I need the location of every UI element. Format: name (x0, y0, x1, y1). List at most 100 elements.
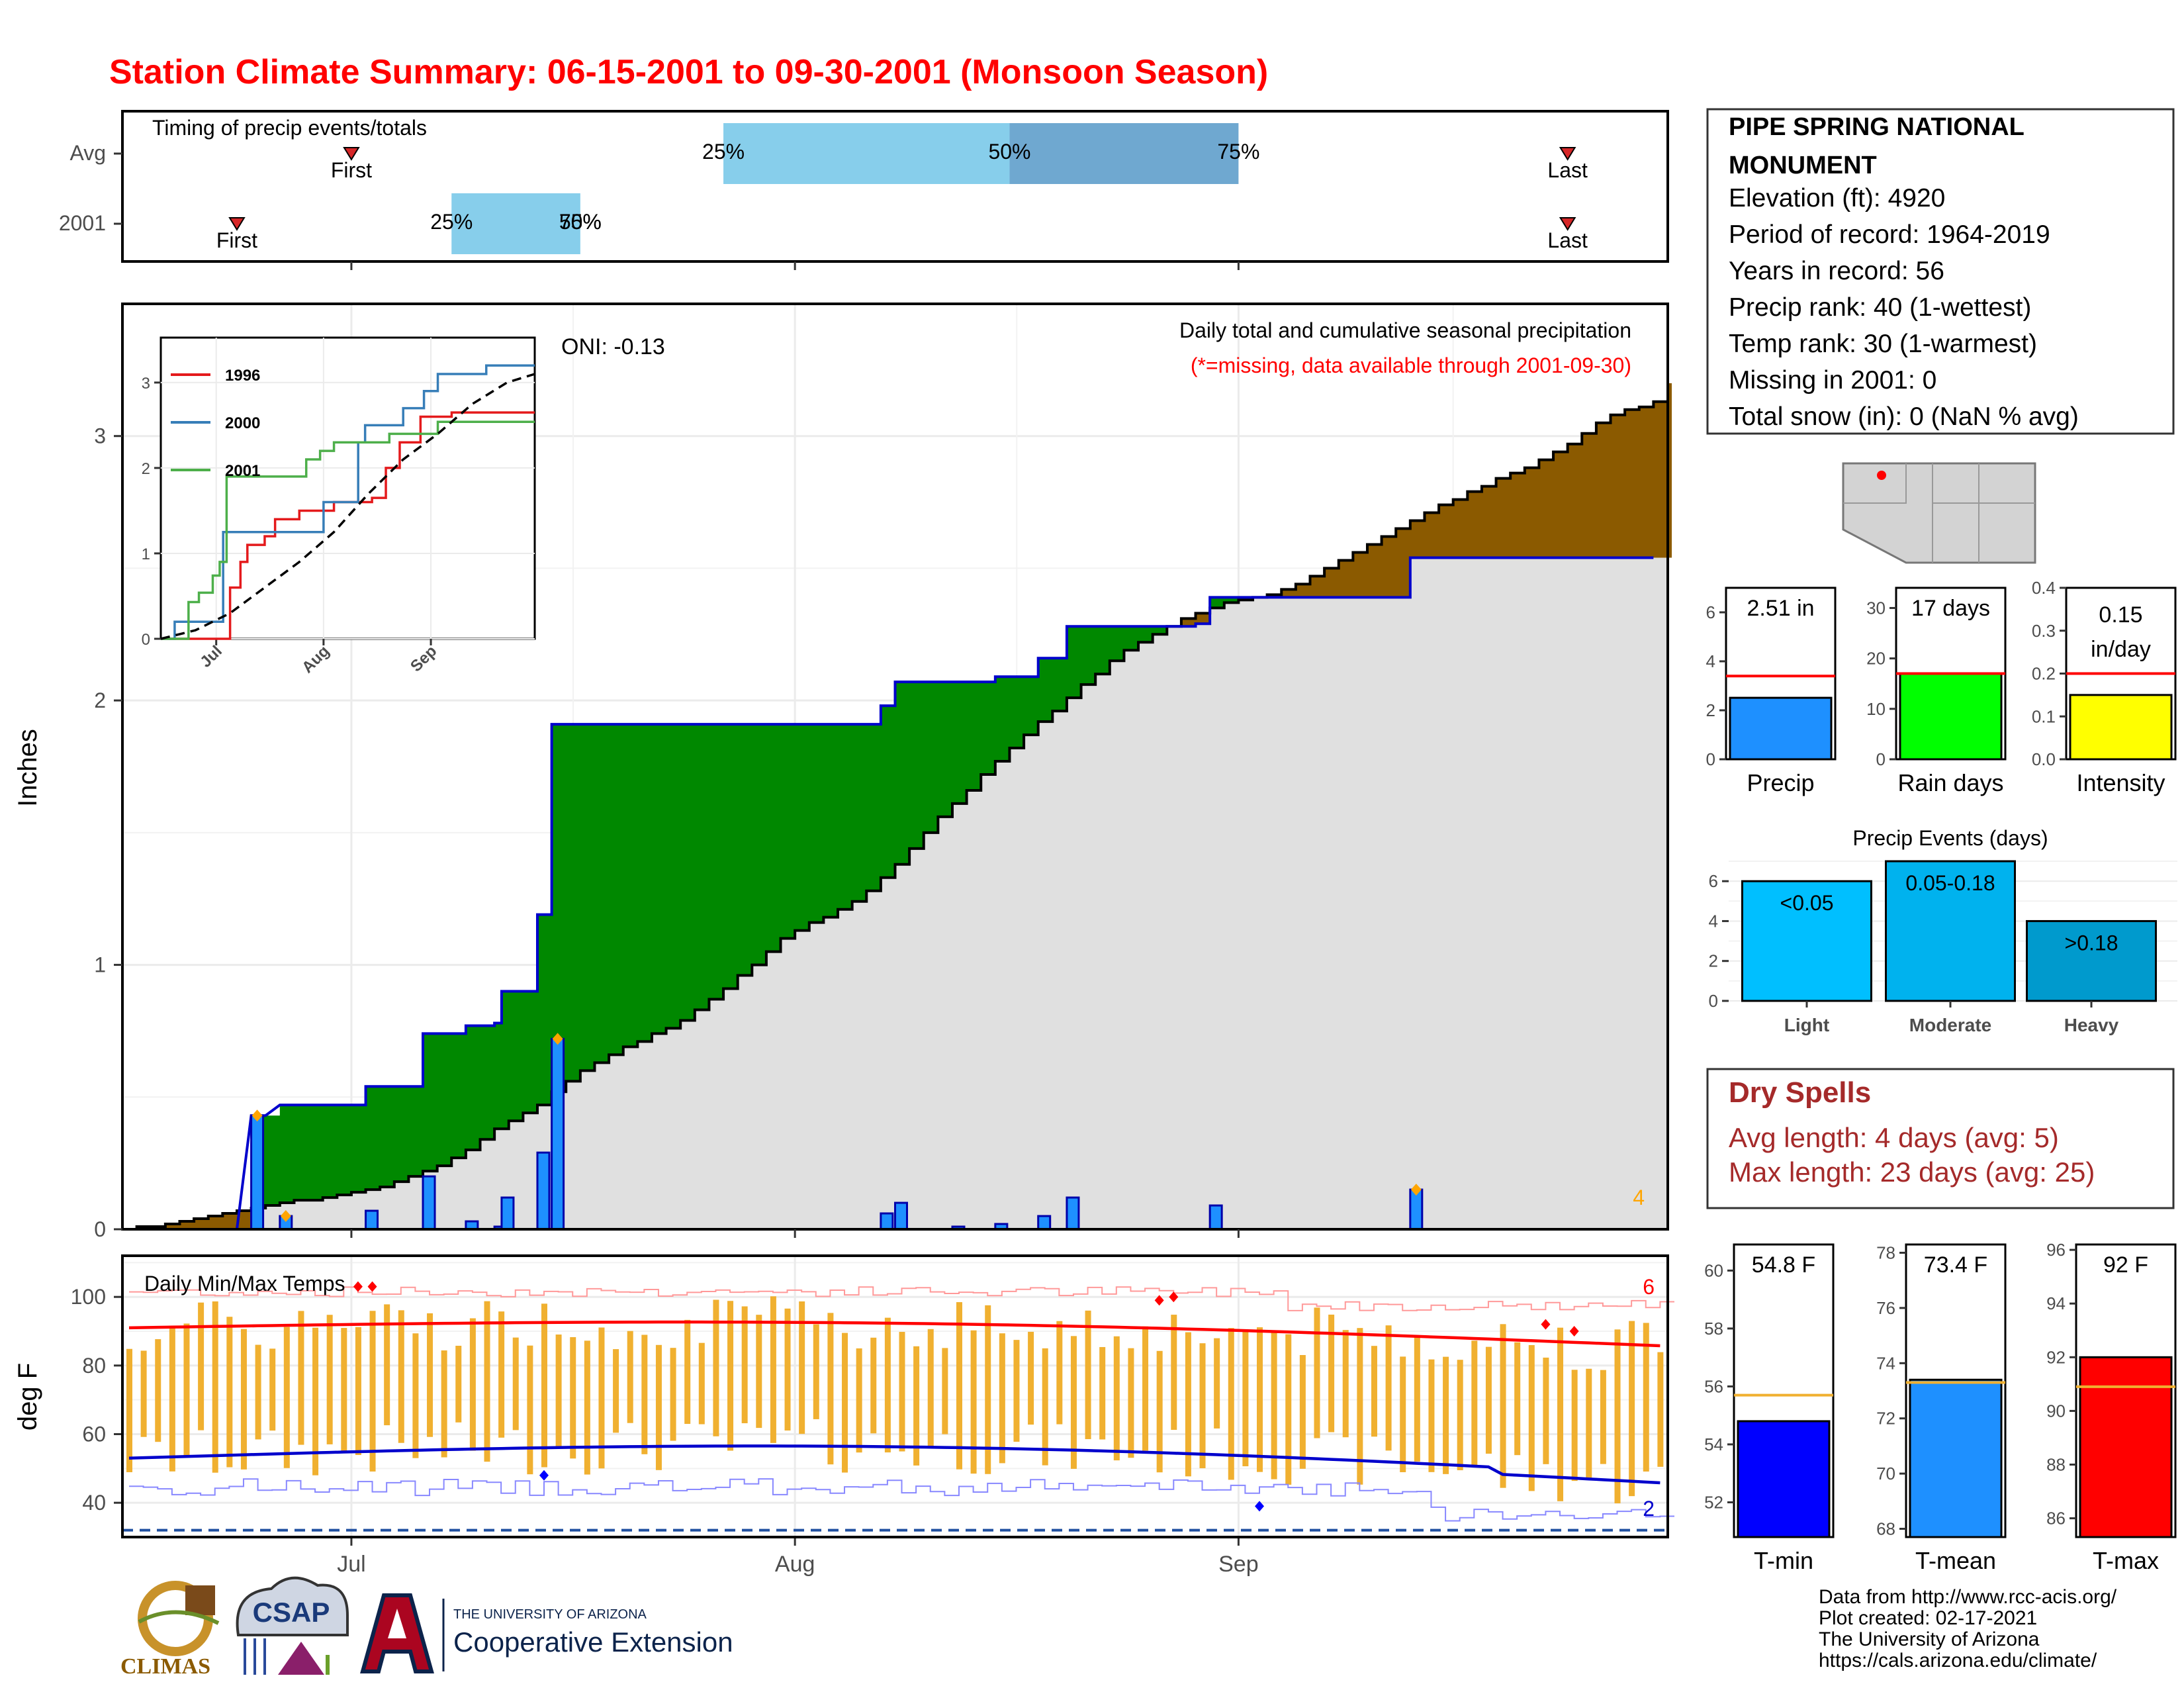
daily-temp-bar (741, 1306, 748, 1424)
timing-q75-label: 75% (559, 210, 602, 234)
daily-temp-bar (1586, 1368, 1592, 1479)
timing-label: Timing of precip events/totals (152, 116, 427, 140)
daily-temp-bar (398, 1310, 404, 1443)
station-line-4: Temp rank: 30 (1-warmest) (1729, 330, 2037, 358)
mini-panel-tick: 92 (2046, 1347, 2066, 1367)
temp-y-tick: 100 (71, 1285, 106, 1309)
x-tick-label: Jul (337, 1552, 365, 1577)
daily-temp-bar (441, 1350, 447, 1458)
daily-temp-bar (355, 1327, 361, 1456)
daily-temp-bar (1042, 1348, 1048, 1466)
timing-panel: Timing of precip events/totals Avg 25% 50%… (59, 110, 1669, 270)
daily-temp-bar (884, 1317, 891, 1453)
daily-temp-bar (1500, 1324, 1506, 1488)
dry-spells-avg: Avg length: 4 days (avg: 5) (1729, 1122, 2059, 1153)
events-bar-label: 0.05-0.18 (1905, 871, 1995, 895)
daily-temp-bar (298, 1311, 304, 1445)
dry-spells-box: Dry Spells Avg length: 4 days (avg: 5) M… (1706, 1068, 2175, 1209)
events-bar (1885, 860, 2016, 1002)
daily-temp-bar (541, 1303, 547, 1468)
daily-temp-bar (655, 1344, 662, 1470)
page-title: Station Climate Summary: 06-15-2001 to 0… (109, 53, 1268, 91)
station-line-1: Period of record: 1964-2019 (1729, 220, 2050, 249)
record-low-marker (1255, 1501, 1265, 1512)
daily-temp-bar (155, 1339, 161, 1442)
daily-temp-bar (1471, 1340, 1478, 1466)
daily-temp-bar (799, 1301, 805, 1434)
timing-last-marker (1559, 217, 1576, 231)
mini-panel-value: 2.51 in (1747, 596, 1814, 621)
mini-panel-tick: 78 (1876, 1243, 1895, 1263)
daily-temp-bar (1228, 1328, 1234, 1480)
station-line-5: Missing in 2001: 0 (1729, 366, 1936, 395)
inset-series-line (161, 364, 535, 640)
record-high-marker (367, 1281, 377, 1292)
mini-panel-label: T-mean (1915, 1547, 1996, 1574)
timing-first-label: First (216, 228, 257, 252)
mini-panel-tick: 54 (1704, 1434, 1723, 1454)
inset-y-tick: 0 (142, 631, 150, 649)
daily-precip-bar (1066, 1196, 1080, 1231)
inset-legend-label: 2001 (225, 462, 260, 480)
csap-logo-text: CSAP (253, 1597, 330, 1628)
mini-panel-value-unit: in/day (2091, 637, 2151, 662)
daily-temp-bar (1299, 1355, 1306, 1469)
precip-marker (552, 1033, 563, 1045)
precip-marker (280, 1210, 291, 1223)
daily-temp-bar (226, 1317, 233, 1468)
x-tick-label: Aug (775, 1552, 815, 1577)
inset-y-tick: 2 (142, 460, 150, 478)
mini-panel-label: Precip (1747, 769, 1814, 796)
events-bar (2026, 919, 2157, 1002)
main-precip-panel: 0 1 2 3 Daily total and cumulative seasonal… (13, 303, 1672, 1241)
inset-series-line (161, 420, 535, 640)
main-y-tick-label: 3 (94, 424, 106, 448)
mini-panel-bar (1737, 1420, 1831, 1538)
mini-panel-bar (2069, 694, 2173, 761)
record-high-count: 6 (1643, 1275, 1655, 1299)
events-y-tick: 6 (1709, 871, 1718, 891)
daily-temp-bar (498, 1311, 505, 1438)
daily-temp-bar (1614, 1329, 1621, 1504)
daily-temp-bar (641, 1335, 648, 1454)
daily-temp-bar (1085, 1310, 1091, 1440)
mini-panel-tick: 2 (1706, 700, 1715, 720)
university-logo: THE UNIVERSITY OF ARIZONA Cooperative Ex… (360, 1593, 733, 1673)
mini-panel-bar (1909, 1378, 2003, 1538)
daily-temp-bar (598, 1327, 605, 1469)
daily-temp-bar (970, 1330, 977, 1474)
climatology-base-area (122, 557, 1668, 1229)
daily-temp-bar (698, 1342, 705, 1425)
map-shape (1842, 462, 2036, 564)
mini-panel-tick: 88 (2046, 1455, 2066, 1475)
timing-first-marker (228, 217, 246, 231)
timing-q25-label: 25% (430, 210, 473, 234)
corner-count: 4 (1633, 1186, 1645, 1209)
mini-panel-tick: 58 (1704, 1319, 1723, 1338)
daily-temp-bar (1314, 1307, 1320, 1438)
mini-panel-tick: 70 (1876, 1464, 1895, 1483)
mini-panel-label: T-min (1754, 1547, 1813, 1574)
daily-temp-bar (240, 1329, 247, 1470)
daily-temp-bar (527, 1345, 533, 1475)
daily-temp-bar (455, 1345, 462, 1423)
events-category: Light (1784, 1015, 1829, 1035)
timing-row-label: 2001 (59, 211, 106, 235)
temp-title: Daily Min/Max Temps (144, 1272, 345, 1295)
daily-precip-bar (250, 1114, 265, 1231)
main-frame (121, 303, 1669, 1231)
daily-temp-bar (684, 1319, 691, 1425)
daily-temp-bar (1557, 1327, 1564, 1501)
daily-temp-bar (756, 1315, 762, 1429)
daily-temp-bar (183, 1323, 190, 1458)
deficit-area (136, 383, 1672, 1229)
daily-precip-bar (365, 1209, 379, 1231)
precip-events-title: Precip Events (days) (1852, 826, 2048, 850)
daily-temp-bar (870, 1337, 877, 1434)
mini-panel-value: 17 days (1911, 596, 1990, 621)
daily-precip-bar (551, 1037, 565, 1231)
mini-panel-tick: 68 (1876, 1519, 1895, 1538)
daily-temp-bar (1099, 1346, 1106, 1440)
events-bar-label: <0.05 (1780, 891, 1834, 915)
